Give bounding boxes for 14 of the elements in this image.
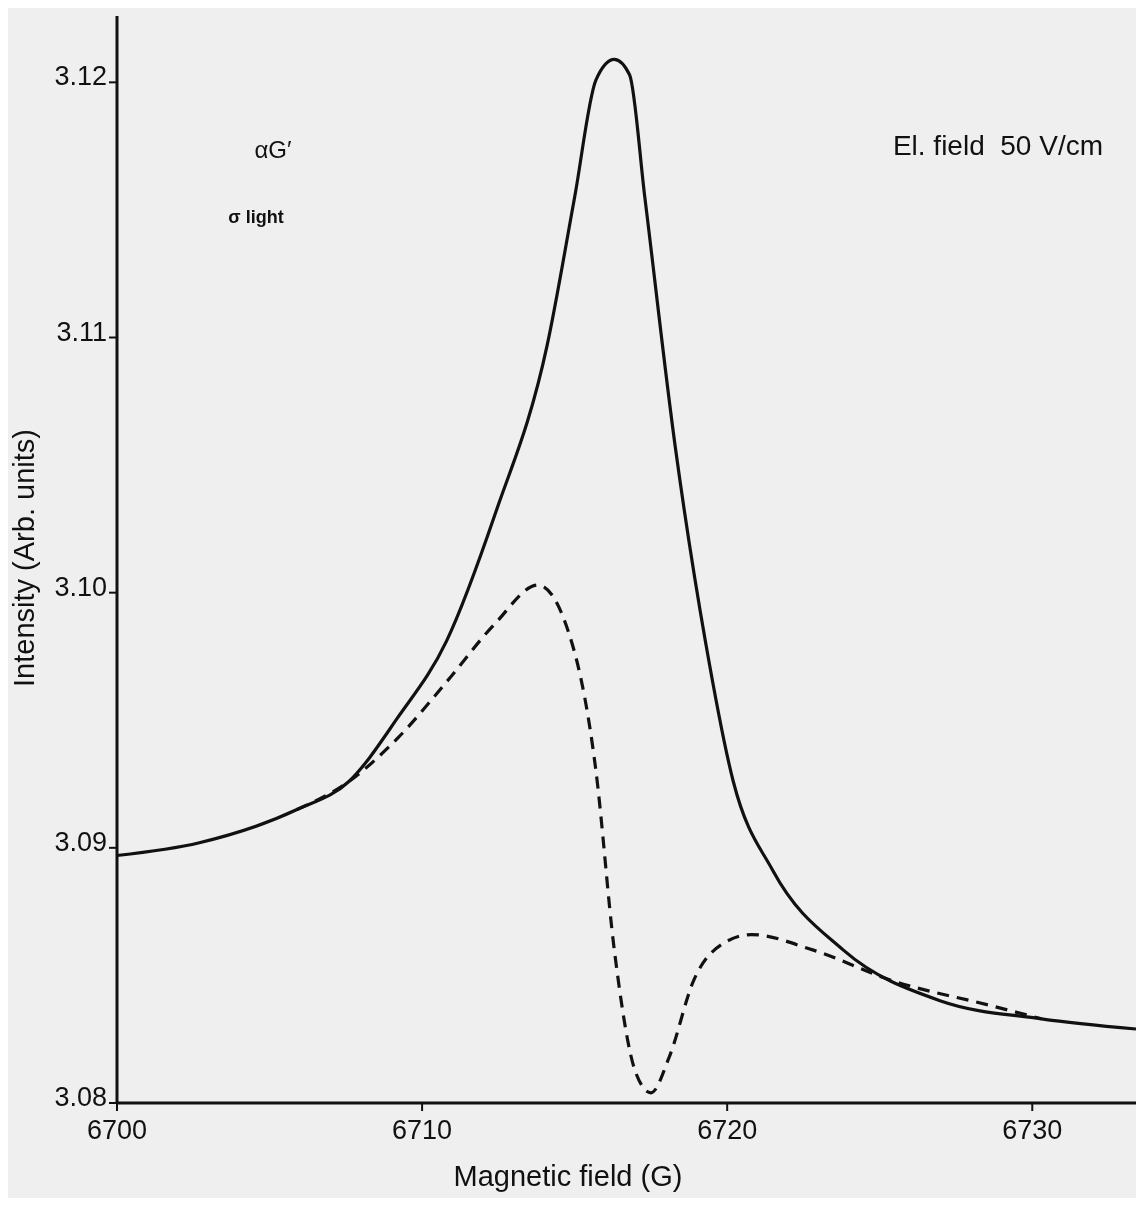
- x-tick-label: 6710: [392, 1115, 453, 1145]
- annotation: σ light: [228, 207, 284, 227]
- x-axis-title: Magnetic field (G): [453, 1160, 683, 1192]
- annotation: El. field 50 V/cm: [892, 130, 1103, 161]
- x-tick-label: 6720: [697, 1115, 758, 1145]
- y-tick-label: 3.09: [54, 826, 107, 857]
- annotation: αG′: [254, 136, 293, 163]
- y-tick-label: 3.11: [56, 316, 107, 347]
- y-tick-label: 3.12: [54, 61, 107, 92]
- y-tick-label: 3.10: [54, 571, 107, 602]
- y-axis-title: Intensity (Arb. units): [8, 429, 40, 687]
- x-tick-label: 6730: [1002, 1115, 1063, 1145]
- y-tick-label: 3.08: [54, 1082, 107, 1112]
- x-tick-label: 6700: [86, 1115, 148, 1145]
